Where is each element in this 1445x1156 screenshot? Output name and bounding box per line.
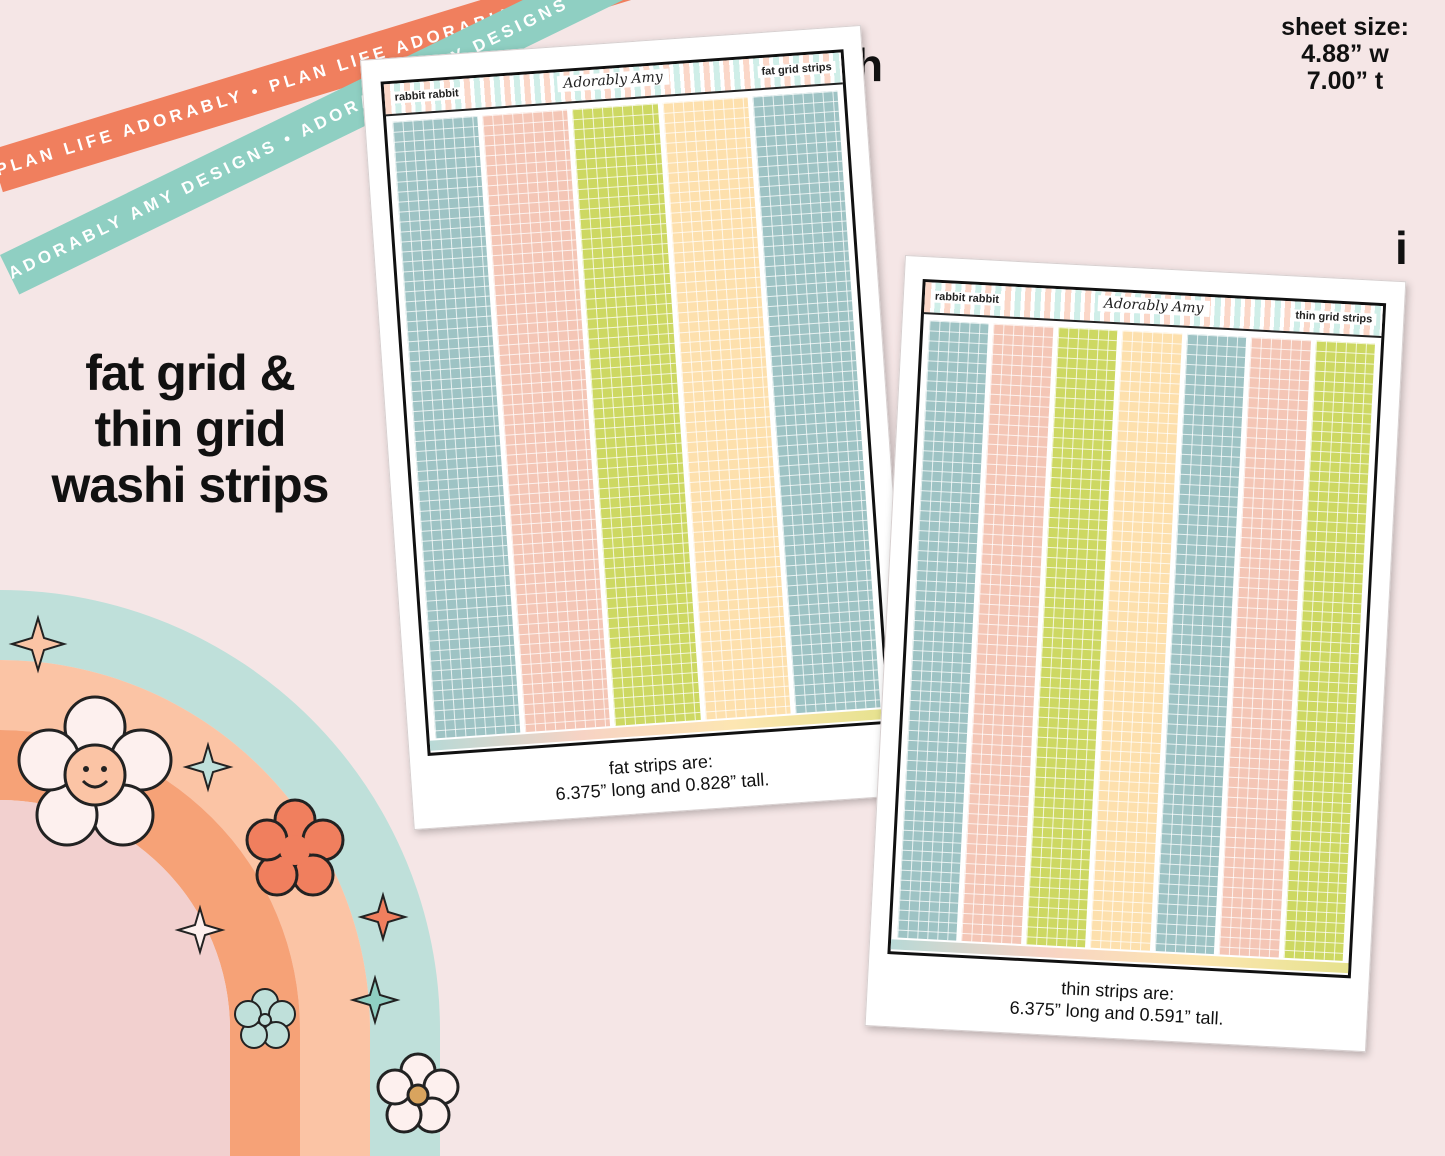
orange-flower-icon [245,798,345,897]
title-line-2: thin grid [94,401,287,457]
sparkle-icon [182,741,234,793]
sheet-size-width: 4.88” w [1301,40,1389,68]
sparkle-icon [349,974,401,1026]
brand-logo: Adorably Amy [556,68,670,93]
sparkle-icon [357,891,409,943]
sheet-type-label: thin grid strips [1291,309,1377,326]
sheet-letter-i: i [1395,222,1408,274]
rainbow-illustration [0,590,460,1156]
rainbow-arc-orange [0,730,300,1156]
white-flower-icon [376,1052,460,1134]
smiley-flower-icon [17,695,173,847]
brand-logo: Adorably Amy [1097,295,1210,317]
sheet-size-height: 7.00” t [1306,67,1384,95]
sparkle-icon [174,904,226,956]
sheet-size-info: sheet size: 4.88” w 7.00” t [1255,14,1435,95]
theme-label: rabbit rabbit [390,86,464,104]
rainbow-arc-pink [0,800,230,1156]
rainbow-arc-peach [0,660,370,1156]
sheet-thin-grid: rabbit rabbit Adorably Amy thin grid str… [864,255,1407,1053]
sheet-caption: thin strips are: 6.375” long and 0.591” … [866,967,1368,1037]
mint-flower-icon [234,988,296,1049]
sheet-type-label: fat grid strips [757,60,837,79]
theme-label: rabbit rabbit [930,290,1004,307]
sheet-thin-grid-panel: rabbit rabbit Adorably Amy thin grid str… [887,278,1387,979]
title-line-3: washi strips [51,457,330,513]
title-line-1: fat grid & [85,345,295,401]
sheet-size-label: sheet size: [1281,13,1409,41]
strip-group [897,320,1375,961]
sparkle-icon [8,614,68,674]
page-title: fat grid & thin grid washi strips [20,345,360,513]
